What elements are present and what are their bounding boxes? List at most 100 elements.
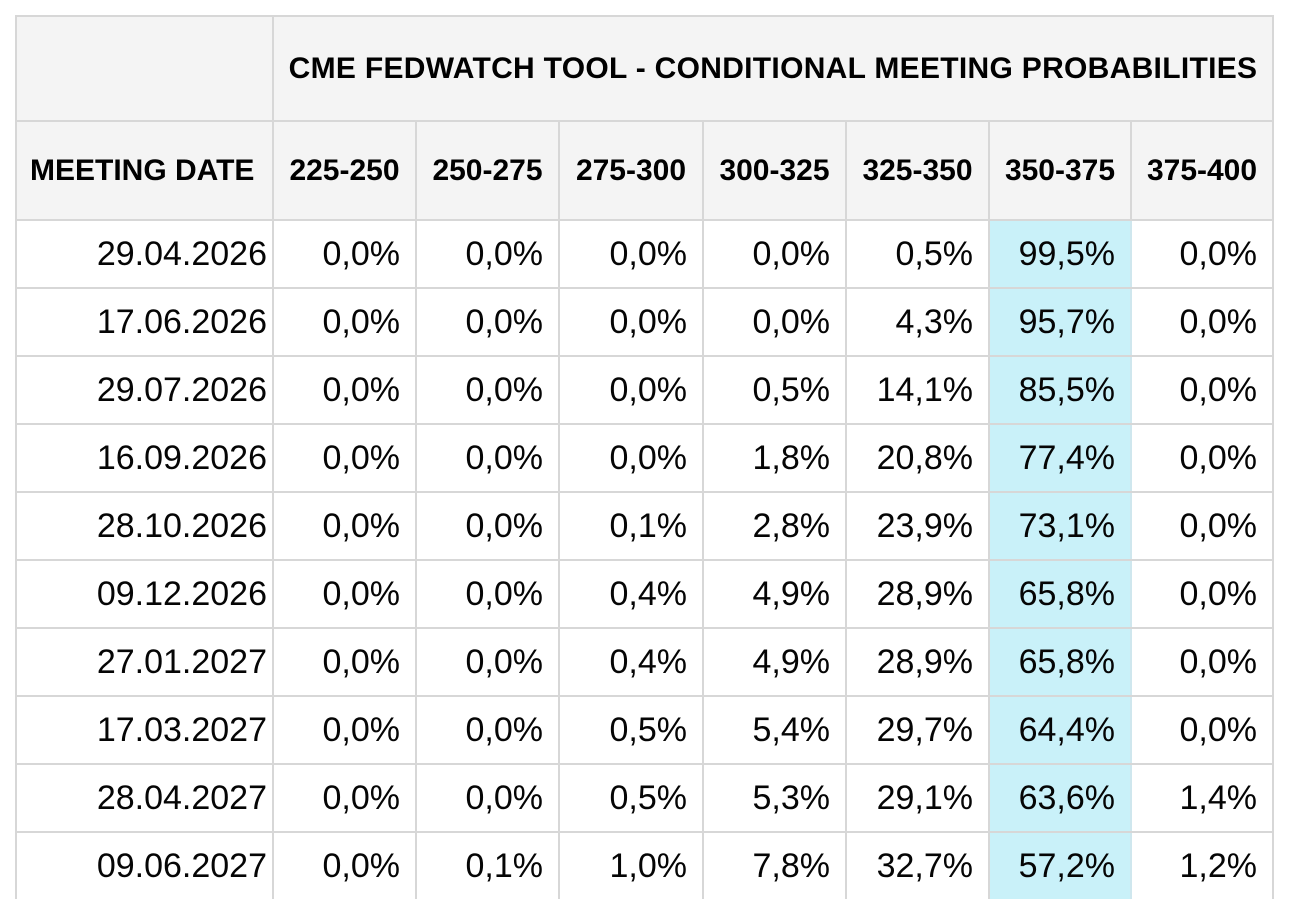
probability-cell: 0,4%	[558, 627, 704, 697]
probability-cell-highlighted: 95,7%	[988, 287, 1132, 357]
table-row: 17.06.2026 0,0% 0,0% 0,0% 0,0% 4,3% 95,7% 0,0%	[15, 287, 1275, 357]
probability-cell: 0,0%	[272, 491, 417, 561]
probability-cell: 0,5%	[845, 219, 990, 289]
title-row: CME FEDWATCH TOOL - CONDITIONAL MEETING …	[15, 15, 1275, 122]
probability-cell: 1,0%	[558, 831, 704, 899]
probability-cell: 0,0%	[415, 423, 560, 493]
rate-range-header: 300-325	[702, 120, 847, 221]
probability-cell: 5,3%	[702, 763, 847, 833]
probability-cell: 0,0%	[558, 355, 704, 425]
probability-cell: 0,0%	[415, 287, 560, 357]
meeting-date-cell: 09.06.2027	[15, 831, 274, 899]
probability-cell: 0,0%	[558, 219, 704, 289]
probability-cell: 0,0%	[1129, 423, 1275, 493]
probability-cell: 0,5%	[558, 695, 704, 765]
probability-cell: 7,8%	[702, 831, 847, 899]
probability-cell: 0,0%	[272, 831, 417, 899]
probability-cell: 1,8%	[702, 423, 847, 493]
meeting-date-cell: 29.04.2026	[15, 219, 274, 289]
probability-cell: 5,4%	[702, 695, 847, 765]
fedwatch-probabilities-table: CME FEDWATCH TOOL - CONDITIONAL MEETING …	[15, 15, 1275, 899]
probability-cell: 0,0%	[558, 423, 704, 493]
probability-cell: 4,3%	[845, 287, 990, 357]
rate-range-header: 375-400	[1129, 120, 1275, 221]
meeting-date-cell: 17.06.2026	[15, 287, 274, 357]
table-body: 29.04.2026 0,0% 0,0% 0,0% 0,0% 0,5% 99,5% 0,0% 1…	[15, 219, 1275, 899]
probability-cell: 0,0%	[272, 287, 417, 357]
probability-cell: 0,0%	[272, 763, 417, 833]
probability-cell: 14,1%	[845, 355, 990, 425]
probability-cell: 0,0%	[1129, 355, 1275, 425]
corner-cell	[15, 15, 274, 122]
table-row: 09.06.2027 0,0% 0,1% 1,0% 7,8% 32,7% 57,2% 1,2%	[15, 831, 1275, 899]
probability-cell: 0,0%	[415, 355, 560, 425]
rate-range-header: 250-275	[415, 120, 560, 221]
probability-cell: 4,9%	[702, 559, 847, 629]
table-title: CME FEDWATCH TOOL - CONDITIONAL MEETING …	[271, 15, 1275, 122]
probability-cell: 0,0%	[1129, 627, 1275, 697]
meeting-date-cell: 27.01.2027	[15, 627, 274, 697]
probability-cell-highlighted: 77,4%	[988, 423, 1132, 493]
probability-cell: 0,5%	[558, 763, 704, 833]
probability-cell-highlighted: 65,8%	[988, 559, 1132, 629]
probability-cell: 0,0%	[272, 423, 417, 493]
probability-cell: 0,0%	[702, 287, 847, 357]
probability-cell: 23,9%	[845, 491, 990, 561]
probability-cell: 0,0%	[272, 219, 417, 289]
probability-cell: 0,0%	[415, 763, 560, 833]
meeting-date-cell: 29.07.2026	[15, 355, 274, 425]
probability-cell: 0,0%	[1129, 491, 1275, 561]
probability-cell: 0,1%	[558, 491, 704, 561]
probability-cell: 20,8%	[845, 423, 990, 493]
probability-cell: 0,5%	[702, 355, 847, 425]
probability-cell: 2,8%	[702, 491, 847, 561]
probability-cell: 0,0%	[415, 695, 560, 765]
probability-cell: 0,0%	[272, 695, 417, 765]
probability-cell: 0,0%	[702, 219, 847, 289]
probability-cell: 4,9%	[702, 627, 847, 697]
probability-cell: 0,0%	[415, 491, 560, 561]
rate-range-header: 325-350	[845, 120, 990, 221]
probability-cell: 32,7%	[845, 831, 990, 899]
probability-cell: 0,0%	[1129, 695, 1275, 765]
rate-range-header: 225-250	[272, 120, 417, 221]
probability-cell-highlighted: 73,1%	[988, 491, 1132, 561]
probability-cell: 29,7%	[845, 695, 990, 765]
probability-cell: 0,0%	[272, 627, 417, 697]
table-row: 29.07.2026 0,0% 0,0% 0,0% 0,5% 14,1% 85,5% 0,0%	[15, 355, 1275, 425]
probability-cell: 28,9%	[845, 559, 990, 629]
probability-cell: 29,1%	[845, 763, 990, 833]
table-row: 16.09.2026 0,0% 0,0% 0,0% 1,8% 20,8% 77,4% 0,0%	[15, 423, 1275, 493]
probability-cell: 0,0%	[272, 355, 417, 425]
probability-cell-highlighted: 57,2%	[988, 831, 1132, 899]
probability-cell: 1,2%	[1129, 831, 1275, 899]
probability-cell: 0,1%	[415, 831, 560, 899]
table-row: 09.12.2026 0,0% 0,0% 0,4% 4,9% 28,9% 65,8% 0,0%	[15, 559, 1275, 629]
probability-cell: 0,0%	[1129, 559, 1275, 629]
probability-cell: 0,0%	[415, 559, 560, 629]
probability-cell-highlighted: 65,8%	[988, 627, 1132, 697]
table-row: 17.03.2027 0,0% 0,0% 0,5% 5,4% 29,7% 64,4% 0,0%	[15, 695, 1275, 765]
probability-cell: 28,9%	[845, 627, 990, 697]
probability-cell-highlighted: 99,5%	[988, 219, 1132, 289]
meeting-date-cell: 16.09.2026	[15, 423, 274, 493]
rate-range-header: 275-300	[558, 120, 704, 221]
meeting-date-cell: 28.04.2027	[15, 763, 274, 833]
probability-cell: 0,4%	[558, 559, 704, 629]
meeting-date-cell: 17.03.2027	[15, 695, 274, 765]
probability-cell: 0,0%	[1129, 287, 1275, 357]
rate-range-header: 350-375	[988, 120, 1132, 221]
probability-cell: 0,0%	[272, 559, 417, 629]
probability-cell: 0,0%	[415, 219, 560, 289]
column-header-row: MEETING DATE 225-250 250-275 275-300 300-32…	[15, 120, 1275, 221]
probability-cell-highlighted: 64,4%	[988, 695, 1132, 765]
probability-cell: 0,0%	[558, 287, 704, 357]
probability-cell: 0,0%	[1129, 219, 1275, 289]
probability-cell-highlighted: 85,5%	[988, 355, 1132, 425]
table-row: 28.04.2027 0,0% 0,0% 0,5% 5,3% 29,1% 63,6% 1,4%	[15, 763, 1275, 833]
probability-cell: 1,4%	[1129, 763, 1275, 833]
meeting-date-column-header: MEETING DATE	[15, 120, 274, 221]
table-row: 28.10.2026 0,0% 0,0% 0,1% 2,8% 23,9% 73,1% 0,0%	[15, 491, 1275, 561]
probability-cell: 0,0%	[415, 627, 560, 697]
